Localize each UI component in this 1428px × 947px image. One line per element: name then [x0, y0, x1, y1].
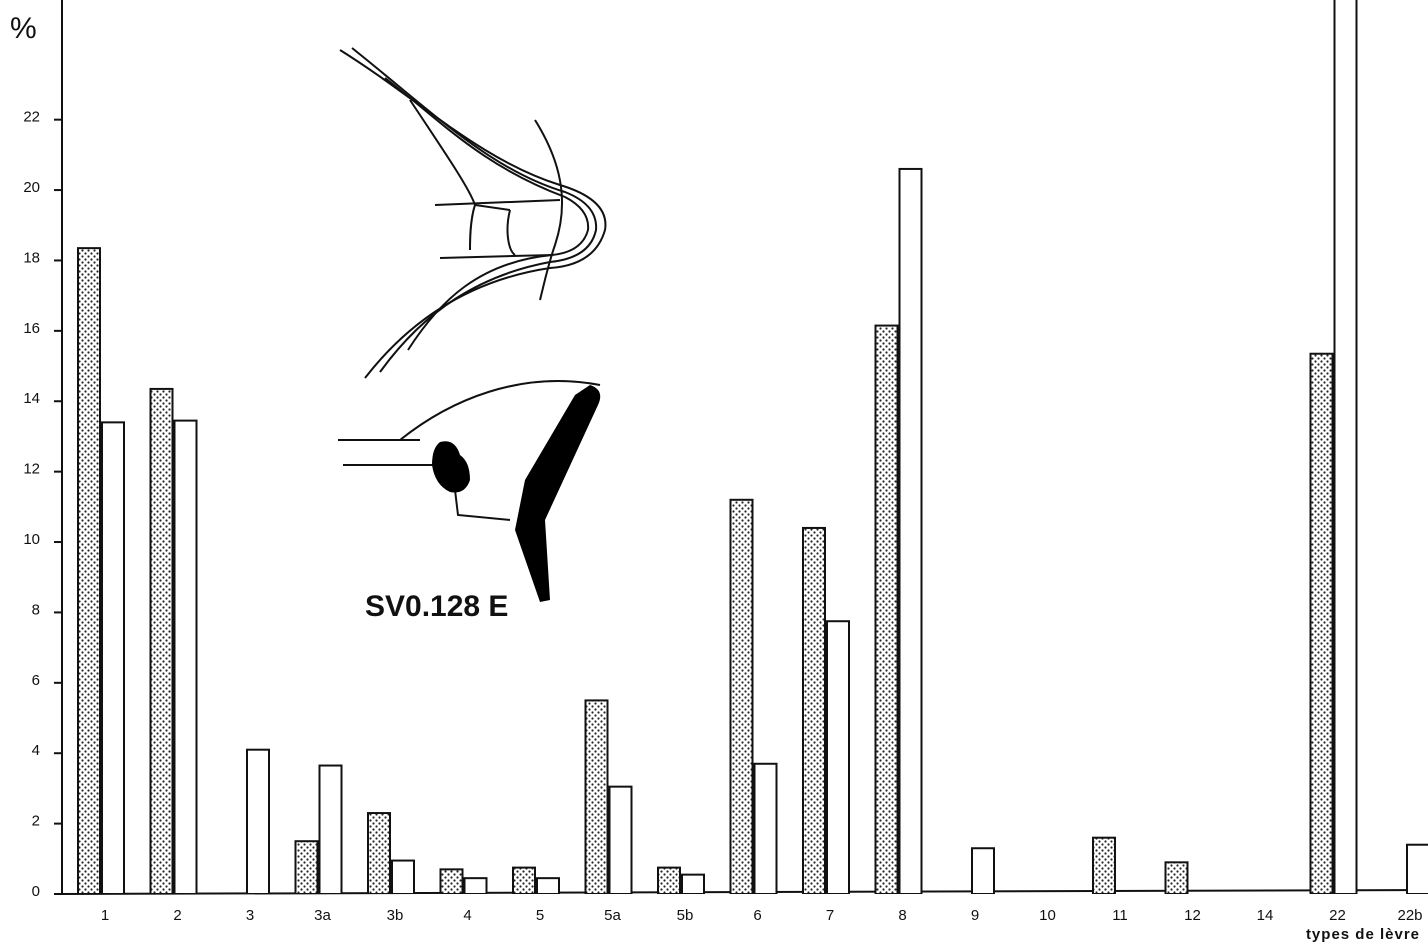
- bar: [802, 526, 826, 894]
- x-tick-label: 8: [898, 907, 906, 924]
- y-tick-label: 6: [32, 672, 40, 689]
- bar: [149, 387, 174, 894]
- x-tick-label: 11: [1112, 907, 1128, 924]
- y-tick-label: 16: [23, 320, 40, 337]
- bar: [367, 812, 391, 894]
- y-tick-label: 20: [23, 179, 40, 196]
- bar: [1406, 843, 1428, 894]
- x-tick-label: 7: [826, 907, 834, 924]
- x-tick-label: 3a: [314, 907, 331, 924]
- bar: [826, 620, 850, 894]
- bar: [1164, 861, 1189, 894]
- y-tick-label: 18: [23, 249, 40, 266]
- y-tick-label: 8: [32, 601, 40, 618]
- y-tick-label: 14: [23, 390, 40, 407]
- x-tick-label: 10: [1039, 907, 1056, 924]
- x-tick-label: 22b: [1397, 907, 1422, 924]
- bars: [77, 0, 1428, 894]
- bar: [318, 764, 343, 894]
- bar: [536, 877, 560, 894]
- x-tick-label: 14: [1257, 907, 1274, 924]
- bar: [608, 785, 633, 894]
- bar: [874, 324, 899, 894]
- x-tick-label: 5: [536, 907, 544, 924]
- bar: [101, 421, 125, 894]
- x-tick-label: 9: [971, 907, 979, 924]
- bar: [1333, 0, 1358, 894]
- bar: [173, 419, 198, 894]
- bar: [753, 762, 778, 894]
- y-axis-label: %: [10, 12, 37, 45]
- y-tick-label: 4: [32, 742, 40, 759]
- bar: [463, 877, 488, 894]
- artifact-drawing: [338, 47, 607, 521]
- y-tick-label: 0: [32, 883, 40, 900]
- bar: [657, 866, 681, 894]
- y-tick-label: 10: [23, 531, 40, 548]
- x-tick-label: 3: [246, 907, 254, 924]
- bar: [584, 699, 609, 894]
- x-tick-label: 2: [173, 907, 181, 924]
- annotation: SV0.128 E: [365, 590, 508, 623]
- x-tick-label: 1: [101, 907, 109, 924]
- bar: [246, 748, 270, 894]
- y-tick-label: 22: [23, 109, 40, 126]
- x-tick-label: 3b: [387, 907, 404, 924]
- x-tick-label: 4: [463, 907, 471, 924]
- x-tick-label: 5a: [604, 907, 621, 924]
- bar: [512, 866, 536, 894]
- bar: [77, 247, 101, 894]
- bar: [1309, 352, 1334, 894]
- x-tick-label: 22: [1329, 907, 1346, 924]
- y-tick-label: 2: [32, 813, 40, 830]
- bar: [681, 873, 705, 894]
- x-tick-label: 12: [1184, 907, 1201, 924]
- bar: [971, 847, 995, 894]
- bar: [898, 167, 923, 894]
- bar: [439, 868, 464, 894]
- bar: [294, 840, 319, 894]
- x-tick-label: 5b: [677, 907, 694, 924]
- x-tick-label: 6: [753, 907, 761, 924]
- bar: [391, 859, 415, 894]
- artifact-section: [432, 385, 601, 602]
- y-tick-label: 12: [23, 461, 40, 478]
- bar: [729, 498, 754, 894]
- x-axis-label: types de lèvre: [1306, 926, 1420, 943]
- bar: [1092, 836, 1116, 894]
